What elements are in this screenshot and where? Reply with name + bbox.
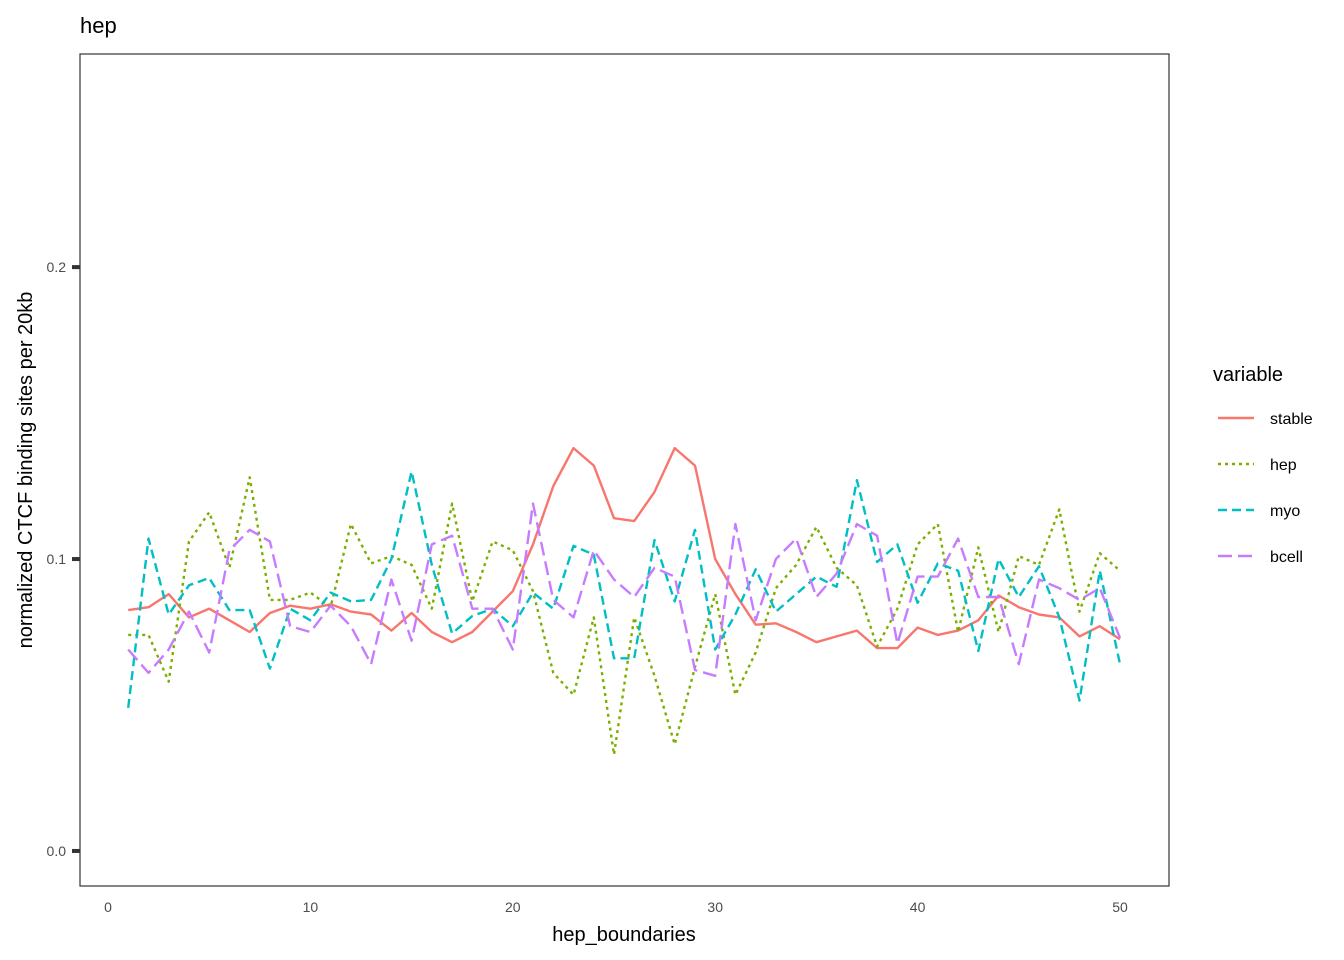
legend-title: variable <box>1213 364 1283 386</box>
legend: variable stable hep myo bcell <box>1213 364 1313 566</box>
y-axis: 0.0 0.1 0.2 <box>47 259 80 859</box>
x-tick-label: 50 <box>1112 899 1128 915</box>
plot-panel <box>79 53 1170 887</box>
series-line-stable <box>128 446 1121 650</box>
y-tick-label: 0.2 <box>47 259 67 275</box>
x-axis: 0 10 20 30 40 50 <box>104 899 1128 915</box>
y-axis-title: normalized CTCF binding sites per 20kb <box>15 292 37 649</box>
x-tick-label: 20 <box>505 899 521 915</box>
legend-label-hep: hep <box>1270 457 1297 474</box>
x-tick-label: 30 <box>707 899 723 915</box>
y-tick-label: 0.1 <box>47 551 67 567</box>
x-tick-label: 10 <box>303 899 319 915</box>
series-line-myo <box>127 470 1122 709</box>
chart-title: hep <box>80 13 117 38</box>
legend-label-bcell: bcell <box>1270 549 1303 566</box>
x-tick-label: 40 <box>910 899 926 915</box>
y-tick-label: 0.0 <box>47 843 67 859</box>
series-lines <box>127 446 1122 756</box>
x-axis-title: hep_boundaries <box>552 924 695 946</box>
legend-label-myo: myo <box>1270 503 1300 520</box>
series-line-bcell <box>127 502 1122 677</box>
series-line-hep <box>128 476 1121 756</box>
x-tick-label: 0 <box>104 899 112 915</box>
legend-label-stable: stable <box>1270 411 1313 428</box>
